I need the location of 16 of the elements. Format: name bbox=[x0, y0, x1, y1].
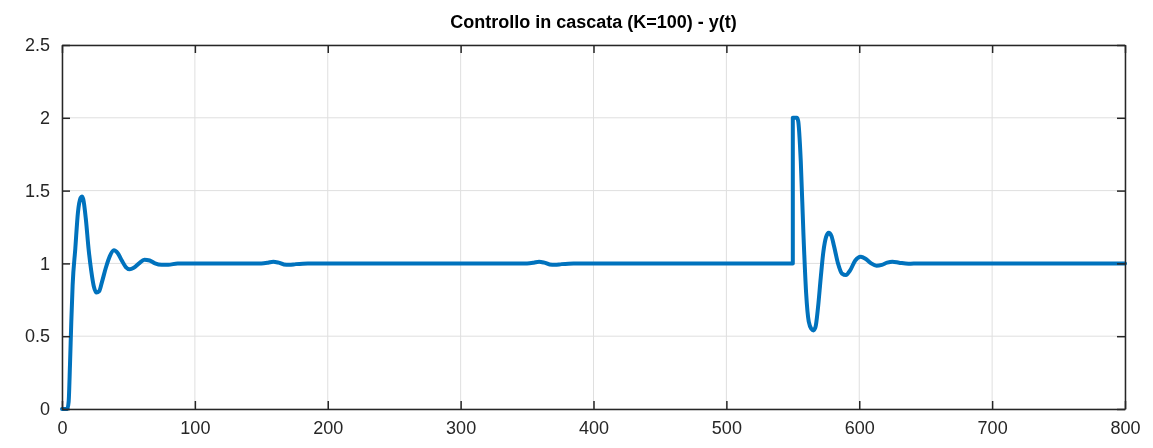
y-tick-label: 1.5 bbox=[24, 180, 50, 201]
chart-title: Controllo in cascata (K=100) - y(t) bbox=[450, 12, 737, 32]
y-tick-label: 0 bbox=[39, 399, 50, 420]
x-tick-label: 200 bbox=[313, 417, 344, 438]
x-tick-label: 600 bbox=[844, 417, 875, 438]
x-tick-label: 0 bbox=[57, 417, 68, 438]
x-tick-label: 100 bbox=[180, 417, 211, 438]
x-tick-label: 700 bbox=[977, 417, 1008, 438]
y-tick-label: 1 bbox=[39, 253, 50, 274]
y-tick-label: 2 bbox=[39, 108, 50, 129]
x-tick-label: 500 bbox=[711, 417, 742, 438]
x-tick-label: 400 bbox=[578, 417, 610, 438]
x-tick-label: 300 bbox=[446, 417, 477, 438]
y-tick-label: 2.5 bbox=[24, 35, 50, 56]
y-tick-label: 0.5 bbox=[24, 326, 50, 347]
x-tick-label: 800 bbox=[1110, 417, 1141, 438]
